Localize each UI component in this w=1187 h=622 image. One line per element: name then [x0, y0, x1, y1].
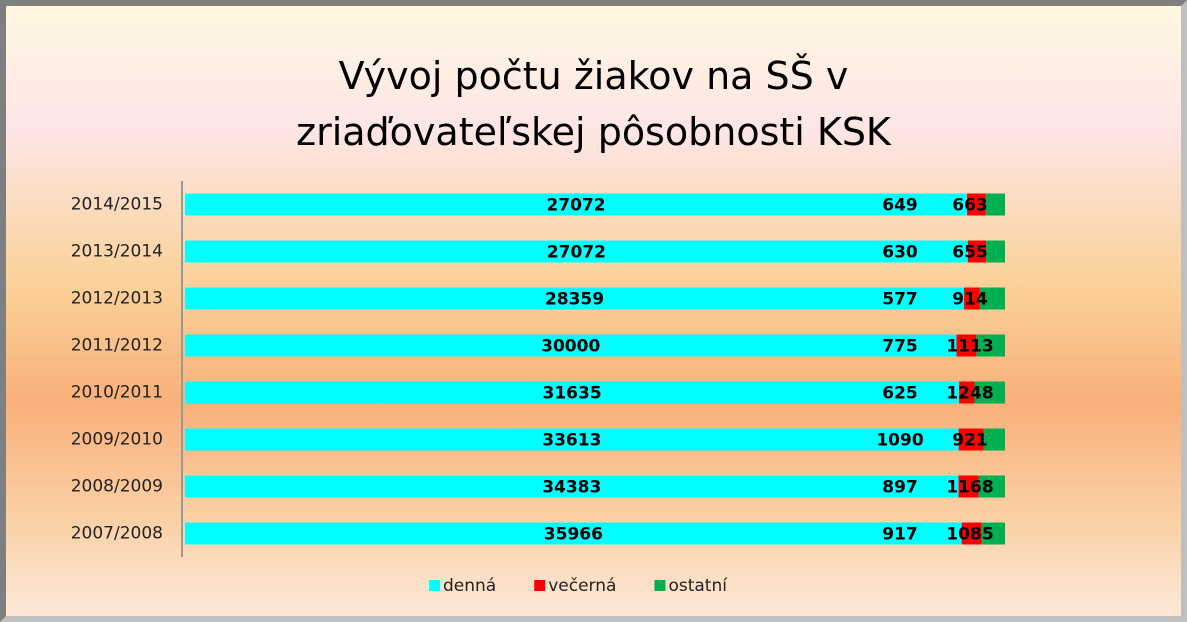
data-label: 1090	[876, 431, 923, 451]
data-label: 921	[952, 431, 988, 451]
legend-label: večerná	[548, 576, 616, 596]
data-label: 663	[952, 196, 988, 216]
bar-segment	[956, 334, 977, 357]
data-label: 31635	[543, 384, 602, 404]
y-tick-label: 2009/2010	[71, 430, 163, 450]
y-tick-label: 2012/2013	[71, 289, 163, 309]
data-label: 28359	[545, 290, 604, 310]
y-tick-label: 2011/2012	[71, 336, 163, 356]
data-label: 897	[882, 478, 918, 498]
data-label: 914	[952, 290, 988, 310]
legend-label: denná	[443, 576, 496, 596]
bar-segment	[185, 240, 968, 263]
bar-segment	[978, 475, 1005, 498]
legend-label: ostatní	[668, 576, 728, 596]
data-label: 30000	[541, 337, 600, 357]
y-tick-label: 2010/2011	[71, 383, 163, 403]
bar-segment	[976, 334, 1005, 357]
bar-segment	[985, 193, 1005, 216]
bar-segment	[185, 428, 959, 451]
data-label: 917	[882, 525, 918, 545]
bar-segment	[185, 381, 960, 404]
bar-segment	[983, 428, 1005, 451]
data-label: 1168	[946, 478, 993, 498]
data-label: 33613	[542, 431, 601, 451]
data-label: 1248	[946, 384, 993, 404]
legend-swatch	[534, 580, 546, 591]
data-label: 630	[882, 243, 918, 263]
bar-segment	[958, 428, 984, 451]
bar-segment	[185, 334, 957, 357]
bar-segment	[959, 381, 975, 404]
bar-segment	[967, 240, 987, 263]
bar-segment	[981, 522, 1005, 545]
y-tick-label: 2007/2008	[71, 524, 163, 544]
bar-segment	[185, 522, 962, 545]
data-label: 625	[882, 384, 918, 404]
data-label: 775	[882, 337, 918, 357]
bar-segment	[185, 287, 965, 310]
data-label: 649	[882, 196, 918, 216]
data-label: 35966	[544, 525, 603, 545]
data-label: 1113	[946, 337, 993, 357]
y-tick-label: 2013/2014	[71, 242, 163, 262]
bar-segment	[974, 381, 1005, 404]
chart-title: Vývoj počtu žiakov na SŠ v zriaďovateľsk…	[296, 54, 891, 154]
bar-segment	[967, 193, 986, 216]
bar-segment	[185, 193, 968, 216]
data-label: 27072	[547, 243, 606, 263]
data-label: 34383	[542, 478, 601, 498]
legend-swatch	[654, 580, 666, 591]
data-label: 27072	[546, 196, 605, 216]
legend-swatch	[429, 580, 440, 591]
y-tick-label: 2008/2009	[71, 477, 163, 497]
chart: 2014/2015 27072 649 663 2013/2014 27072 630 655…	[71, 181, 1005, 596]
y-tick-label: 2014/2015	[71, 195, 163, 215]
bar-segment	[979, 287, 1005, 310]
data-label: 577	[882, 290, 918, 310]
bar-segment	[964, 287, 980, 310]
data-label: 1085	[946, 525, 993, 545]
bar-segment	[961, 522, 982, 545]
bar-segment	[958, 475, 979, 498]
title-box: Vývoj počtu žiakov na SŠ v zriaďovateľsk…	[6, 48, 1181, 160]
data-label: 655	[952, 243, 988, 263]
bar-segment	[185, 475, 959, 498]
bar-segment	[986, 240, 1005, 263]
